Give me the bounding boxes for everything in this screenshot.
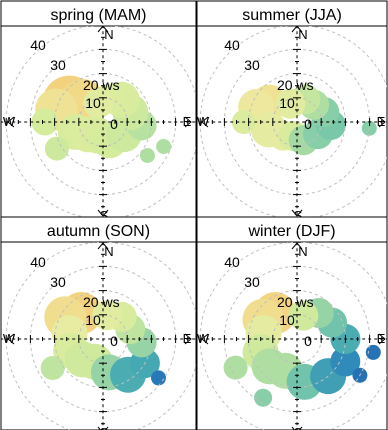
- compass-arrow: [291, 209, 303, 217]
- surface-blob: [365, 344, 381, 360]
- panel-spring: spring (MAM) 10 20 ws 30 40 0 N E S W: [0, 0, 197, 223]
- panel-border-autumn: [0, 241, 197, 430]
- ring-label-20: 20 ws: [83, 294, 120, 310]
- ring-label-0: 0: [304, 333, 312, 349]
- strip-winter: [196, 216, 388, 243]
- compass-arrow: [184, 333, 192, 345]
- compass-s: S: [100, 208, 109, 223]
- panel-autumn: autumn (SON) 10 20 ws 30 40 0 N E S W: [0, 216, 197, 430]
- ring-label-0: 0: [110, 333, 118, 349]
- grid-autumn: [1, 242, 196, 430]
- labels-summer: 10 20 ws 30 40 0 N E S W: [197, 27, 386, 223]
- compass-e: E: [377, 331, 386, 346]
- ring-label-30: 30: [244, 57, 260, 73]
- compass-s: S: [100, 425, 109, 430]
- ring-label-30: 30: [50, 57, 66, 73]
- compass-arrow: [201, 333, 209, 345]
- ring-label-10: 10: [85, 312, 101, 328]
- ring-label-40: 40: [224, 37, 240, 53]
- compass-arrow: [378, 116, 386, 128]
- compass-n: N: [298, 27, 307, 42]
- ring-label-20: 20 ws: [83, 77, 120, 93]
- compass-arrow: [97, 242, 109, 250]
- ring-label-40: 40: [30, 37, 46, 53]
- surface-blob: [288, 300, 319, 331]
- compass-e: E: [377, 114, 386, 129]
- strip-autumn: [0, 216, 197, 243]
- compass-w: W: [3, 331, 16, 346]
- compass-arrow: [97, 426, 109, 430]
- strip-label-autumn: autumn (SON): [47, 223, 150, 240]
- surface-blob: [140, 148, 155, 163]
- ring-label-30: 30: [50, 274, 66, 290]
- labels-winter: 10 20 ws 30 40 0 N E S W: [197, 244, 386, 430]
- compass-e: E: [183, 114, 192, 129]
- surface-blob: [40, 356, 65, 380]
- ring-label-20: 20 ws: [277, 77, 314, 93]
- strip-label-spring: spring (MAM): [50, 7, 146, 24]
- compass-w: W: [197, 331, 210, 346]
- ring-label-40: 40: [224, 254, 240, 270]
- compass-s: S: [294, 425, 303, 430]
- grid-summer: [197, 26, 387, 217]
- compass-arrow: [291, 242, 303, 250]
- ring-label-0: 0: [110, 116, 118, 132]
- compass-w: W: [197, 114, 210, 129]
- ring-label-20: 20 ws: [277, 294, 314, 310]
- surface-blob: [330, 346, 361, 377]
- strip-label-winter: winter (DJF): [247, 223, 335, 240]
- labels-autumn: 10 20 ws 30 40 0 N E S W: [3, 244, 192, 430]
- surface-blob: [151, 370, 166, 386]
- panel-winter: winter (DJF) 10 20 ws 30 40 0 N E S W: [196, 216, 388, 430]
- compass-arrow: [378, 333, 386, 345]
- surface-autumn: [40, 292, 166, 393]
- ring-label-10: 10: [279, 95, 295, 111]
- ring-label-10: 10: [85, 95, 101, 111]
- surface-blob: [275, 88, 306, 119]
- compass-arrow: [291, 426, 303, 430]
- strip-spring: [0, 0, 197, 27]
- ring-label-40: 40: [30, 254, 46, 270]
- surface-blob: [223, 355, 248, 380]
- compass-n: N: [298, 244, 307, 259]
- compass-s: S: [294, 208, 303, 223]
- strip-summer: [196, 0, 388, 27]
- surface-blob: [83, 88, 113, 119]
- strip-label-summer: summer (JJA): [242, 7, 342, 24]
- ring-label-30: 30: [244, 274, 260, 290]
- grid-spring: [1, 26, 196, 217]
- ring-label-0: 0: [304, 116, 312, 132]
- compass-arrow: [291, 26, 303, 33]
- compass-e: E: [183, 331, 192, 346]
- compass-n: N: [104, 244, 113, 259]
- surface-blob: [92, 300, 123, 331]
- compass-arrow: [7, 116, 15, 128]
- surface-blob: [156, 139, 172, 154]
- surface-winter: [223, 292, 381, 407]
- grid-winter: [197, 242, 387, 430]
- compass-arrow: [97, 26, 109, 33]
- compass-arrow: [184, 116, 192, 128]
- compass-n: N: [104, 27, 113, 42]
- ring-label-10: 10: [279, 312, 295, 328]
- compass-arrow: [7, 333, 15, 345]
- compass-arrow: [201, 116, 209, 128]
- surface-blob: [44, 136, 69, 161]
- labels-spring: 10 20 ws 30 40 0 N E S W: [3, 27, 192, 223]
- compass-arrow: [97, 209, 109, 217]
- compass-w: W: [3, 114, 16, 129]
- surface-blob: [254, 388, 273, 407]
- panel-summer: summer (JJA) 10 20 ws 30 40 0 N E S W: [196, 0, 388, 223]
